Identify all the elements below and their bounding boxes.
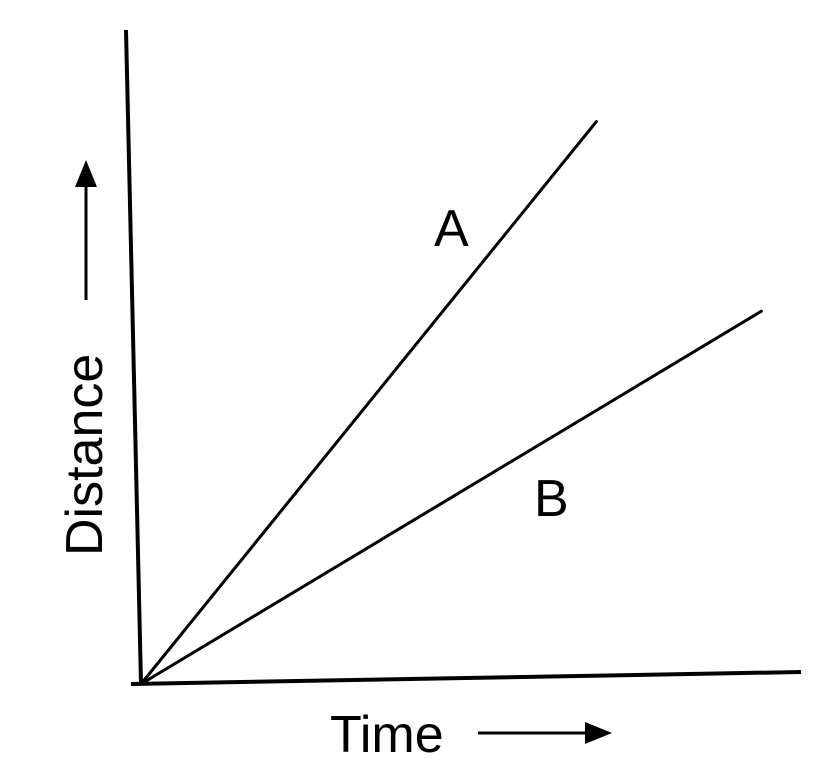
series-layer: AB bbox=[139, 120, 763, 686]
series-line-a bbox=[139, 120, 598, 686]
x-axis-arrow-icon bbox=[478, 722, 612, 744]
y-axis bbox=[124, 29, 143, 685]
series-label-a: A bbox=[434, 200, 469, 258]
series-line-b bbox=[139, 309, 763, 686]
x-axis bbox=[130, 670, 802, 686]
y-axis-title: Distance bbox=[56, 354, 114, 556]
series-label-b: B bbox=[534, 470, 569, 528]
y-axis-arrow-icon bbox=[75, 160, 97, 300]
x-axis-title: Time bbox=[330, 706, 444, 764]
